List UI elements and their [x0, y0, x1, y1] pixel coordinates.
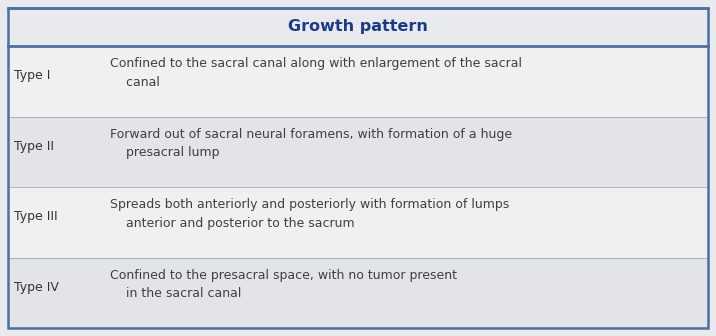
Text: Growth pattern: Growth pattern: [288, 19, 428, 35]
Bar: [8, 187, 708, 257]
Text: Confined to the sacral canal along with enlargement of the sacral
    canal: Confined to the sacral canal along with …: [110, 57, 521, 89]
Text: Type III: Type III: [14, 210, 57, 223]
Bar: [8, 117, 708, 187]
Text: Spreads both anteriorly and posteriorly with formation of lumps
    anterior and: Spreads both anteriorly and posteriorly …: [110, 198, 509, 229]
Text: Forward out of sacral neural foramens, with formation of a huge
    presacral lu: Forward out of sacral neural foramens, w…: [110, 128, 512, 159]
Bar: [8, 46, 708, 117]
Text: Type IV: Type IV: [14, 281, 59, 294]
Text: Confined to the presacral space, with no tumor present
    in the sacral canal: Confined to the presacral space, with no…: [110, 268, 457, 300]
Text: Type I: Type I: [14, 69, 50, 82]
Bar: [8, 257, 708, 328]
Text: Type II: Type II: [14, 140, 54, 153]
Bar: [8, 8, 708, 46]
